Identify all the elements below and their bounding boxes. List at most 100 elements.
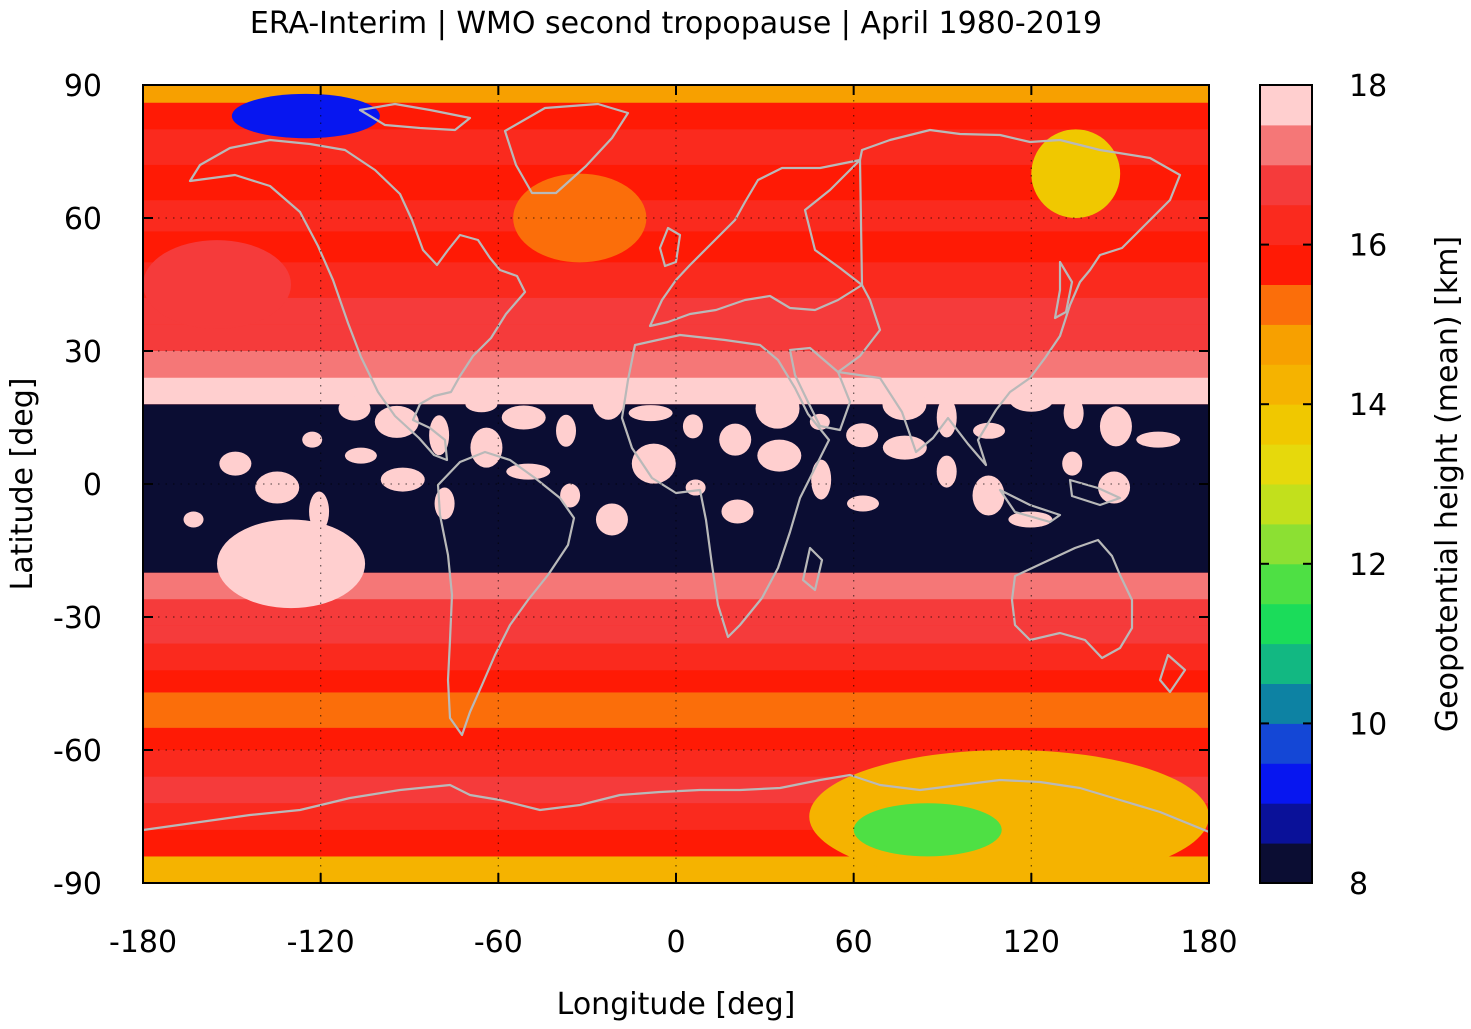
region-2-patch-7 — [592, 379, 625, 420]
region-1-patch-5 — [380, 467, 425, 492]
region-1-patch-1 — [219, 451, 252, 476]
colorbar-swatch-18 — [1260, 124, 1312, 166]
colorbar-swatch-17 — [1260, 164, 1312, 206]
region-1-patch-0 — [183, 511, 204, 528]
x-tick-label-5: 120 — [1003, 925, 1060, 960]
region-3 — [513, 173, 647, 263]
region-2-patch-20 — [1136, 431, 1181, 448]
region-2-patch-11 — [755, 388, 800, 429]
colorbar-swatch-6 — [1260, 603, 1312, 645]
y-tick-label-2: 30 — [64, 335, 102, 370]
region-1-patch-21 — [1062, 451, 1083, 476]
colorbar-swatch-0 — [1260, 843, 1312, 884]
heatmap-field — [143, 85, 1209, 883]
region-2-patch-9 — [682, 414, 703, 439]
colorbar-label: Geopotential height (mean) [km] — [1430, 236, 1465, 732]
region-1-patch-19 — [972, 475, 1005, 516]
region-1-patch-2 — [255, 471, 300, 504]
colorbar-swatch-12 — [1260, 364, 1312, 405]
region-1-patch-15 — [811, 459, 832, 500]
region-1-patch-20 — [1008, 511, 1053, 528]
y-tick-label-3: 0 — [83, 468, 102, 503]
colorbar-swatch-3 — [1260, 723, 1312, 764]
colorbar-swatch-14 — [1260, 284, 1312, 325]
region-2-patch-16 — [973, 422, 1006, 439]
x-tick-label-3: 0 — [666, 925, 685, 960]
region-2-patch-19 — [1099, 406, 1132, 447]
region-8 — [231, 93, 380, 139]
colorbar-swatch-10 — [1260, 444, 1312, 485]
region-2-patch-18 — [1063, 397, 1084, 430]
region-2-patch-14 — [882, 388, 927, 421]
colorbar-tick-label-2: 14 — [1349, 388, 1387, 423]
colorbar-swatch-2 — [1260, 763, 1312, 804]
region-0 — [217, 519, 366, 609]
y-tick-label-1: 60 — [64, 202, 102, 237]
colorbar-swatch-15 — [1260, 244, 1312, 285]
coastlines — [143, 102, 1209, 834]
region-1-patch-17 — [882, 435, 927, 460]
colorbar-swatch-8 — [1260, 523, 1312, 565]
colorbar-swatch-4 — [1260, 683, 1312, 724]
chart-title: ERA-Interim | WMO second tropopause | Ap… — [250, 6, 1102, 41]
zonal-band-14 — [143, 351, 1209, 378]
region-1-patch-13 — [721, 499, 754, 524]
region-2-patch-17 — [1009, 387, 1054, 412]
y-tick-label-0: 90 — [64, 69, 102, 104]
region-2-patch-4 — [465, 396, 498, 413]
zonal-band-9 — [143, 625, 1209, 644]
y-tick-label-4: -30 — [53, 601, 102, 636]
colorbar-swatch-5 — [1260, 643, 1312, 684]
region-4 — [143, 240, 292, 329]
x-tick-label-0: -180 — [109, 925, 177, 960]
colorbar-swatch-9 — [1260, 484, 1312, 525]
region-2-patch-5 — [501, 405, 546, 430]
region-2-patch-1 — [338, 396, 371, 421]
region-6 — [853, 803, 1002, 857]
y-axis-label: Latitude [deg] — [5, 378, 40, 591]
colorbar-swatch-19 — [1260, 85, 1312, 126]
region-1-patch-16 — [847, 495, 880, 512]
colorbar-tick-label-1: 16 — [1349, 229, 1387, 264]
region-2-patch-8 — [628, 405, 673, 422]
region-2-patch-13 — [846, 423, 879, 448]
region-2-patch-2 — [374, 405, 419, 438]
region-2-patch-10 — [719, 423, 752, 456]
map-axes: -180 -120 -60 0 60 120 180 90 60 30 0 -30 -60 -90 — [53, 69, 1238, 960]
colorbar-tick-label-3: 12 — [1349, 548, 1387, 583]
region-1-patch-10 — [595, 503, 628, 536]
colorbar-swatch-13 — [1260, 324, 1312, 365]
colorbar-tick-label-5: 8 — [1349, 867, 1368, 902]
y-tick-label-6: -90 — [53, 867, 102, 902]
colorbar-tick-label-0: 18 — [1349, 69, 1387, 104]
y-tick-label-5: -60 — [53, 734, 102, 769]
region-1-patch-18 — [936, 455, 957, 488]
region-1-patch-22 — [1098, 471, 1131, 504]
x-tick-label-6: 180 — [1180, 925, 1237, 960]
region-2-patch-6 — [556, 414, 577, 447]
x-axis-label: Longitude [deg] — [557, 987, 796, 1022]
region-2-patch-0 — [302, 431, 323, 448]
colorbar-frame — [1259, 84, 1313, 884]
zonal-band-7 — [143, 670, 1209, 693]
region-1-patch-4 — [344, 447, 377, 464]
region-1-patch-3 — [309, 491, 330, 532]
region-1-patch-8 — [506, 463, 551, 480]
x-tick-label-1: -120 — [287, 925, 355, 960]
colorbar-swatch-7 — [1260, 563, 1312, 605]
colorbar: 18 16 14 12 10 8 — [1260, 69, 1387, 902]
gridlines — [143, 85, 1209, 883]
zonal-band-15 — [143, 324, 1209, 351]
region-7 — [1031, 129, 1121, 218]
region-2-patch-15 — [936, 397, 957, 438]
x-tick-label-4: 60 — [835, 925, 873, 960]
x-tick-label-2: -60 — [474, 925, 523, 960]
colorbar-tick-label-4: 10 — [1349, 707, 1387, 742]
region-1-patch-7 — [470, 427, 503, 468]
colorbar-swatch-1 — [1260, 803, 1312, 844]
region-1-patch-9 — [560, 483, 581, 508]
region-1-patch-14 — [757, 439, 802, 472]
region-1-patch-12 — [685, 479, 706, 496]
colorbar-swatch-16 — [1260, 204, 1312, 246]
